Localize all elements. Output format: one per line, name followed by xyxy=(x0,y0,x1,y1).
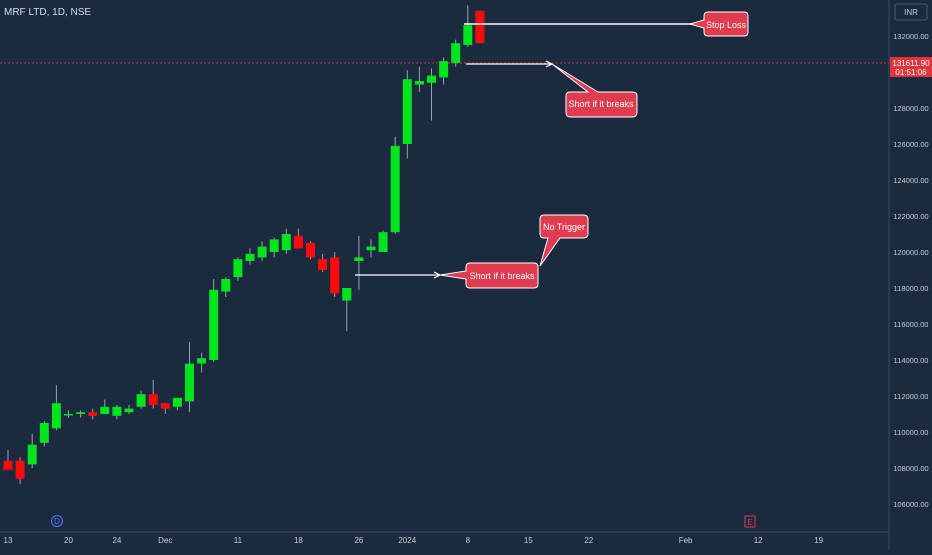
candle-body[interactable] xyxy=(439,61,449,78)
candle-body[interactable] xyxy=(160,403,170,409)
y-tick-label: 106000.00 xyxy=(893,500,928,509)
candle-body[interactable] xyxy=(148,394,158,405)
candle-body[interactable] xyxy=(112,406,122,416)
y-tick-label: 124000.00 xyxy=(893,176,928,185)
y-tick-label: 128000.00 xyxy=(893,104,928,113)
price-tag-countdown: 01:51:06 xyxy=(895,68,927,77)
candle-body[interactable] xyxy=(451,43,461,63)
x-tick-label: 13 xyxy=(4,536,13,545)
symbol-title: MRF LTD, 1D, NSE xyxy=(4,7,91,18)
callout-no-trigger[interactable]: No Trigger xyxy=(539,214,589,267)
candle-body[interactable] xyxy=(15,460,25,479)
candle-body[interactable] xyxy=(257,246,267,258)
candle-body[interactable] xyxy=(64,414,73,416)
candle-body[interactable] xyxy=(390,145,400,233)
candle-body[interactable] xyxy=(136,394,146,407)
candle-body[interactable] xyxy=(39,423,49,443)
candle-body[interactable] xyxy=(269,239,279,252)
x-tick-label: 2024 xyxy=(398,536,416,545)
y-tick-label: 122000.00 xyxy=(893,212,928,221)
candle-body[interactable] xyxy=(306,243,315,258)
candle-body[interactable] xyxy=(475,10,485,43)
currency-badge[interactable]: INR xyxy=(894,3,928,21)
candle-body[interactable] xyxy=(342,288,352,301)
candle-body[interactable] xyxy=(172,397,182,407)
y-tick-label: 110000.00 xyxy=(894,428,929,437)
x-tick-label: Feb xyxy=(679,536,693,545)
x-tick-label: 26 xyxy=(354,536,363,545)
candle-body[interactable] xyxy=(3,460,13,470)
candle-body[interactable] xyxy=(378,232,388,252)
y-tick-label: 112000.00 xyxy=(894,392,929,401)
candle-body[interactable] xyxy=(354,257,364,261)
callout-stop-loss-text: Stop Loss xyxy=(706,20,747,30)
candle-body[interactable] xyxy=(76,412,86,414)
candle-body[interactable] xyxy=(318,259,328,270)
price-tag: 131611.90 01:51:06 xyxy=(890,57,932,77)
y-tick-label: 120000.00 xyxy=(893,248,928,257)
callout-short-upper-text: Short if it breaks xyxy=(568,99,634,109)
callout-short-lower[interactable]: Short if it breaks xyxy=(439,262,539,289)
candle-body[interactable] xyxy=(402,79,412,144)
candle-body[interactable] xyxy=(463,25,473,45)
x-tick-label: 15 xyxy=(524,536,533,545)
x-tick-label: 18 xyxy=(294,536,303,545)
candle-body[interactable] xyxy=(100,406,110,414)
x-tick-label: 20 xyxy=(64,536,73,545)
currency-text: INR xyxy=(904,8,918,17)
candle-body[interactable] xyxy=(221,279,231,292)
candle-body[interactable] xyxy=(414,81,424,85)
callout-no-trigger-text: No Trigger xyxy=(543,222,585,232)
candle-body[interactable] xyxy=(233,259,243,278)
candle-body[interactable] xyxy=(197,358,207,364)
callout-short-upper[interactable]: Short if it breaks xyxy=(551,63,638,118)
candle-body[interactable] xyxy=(281,234,291,251)
candle-body[interactable] xyxy=(209,289,219,360)
x-tick-label: 22 xyxy=(584,536,593,545)
x-tick-label: Dec xyxy=(158,536,172,545)
time-axis[interactable]: 13 20 24 Dec 11 18 26 2024 8 15 22 Feb 12 19 xyxy=(4,536,824,545)
candle-body[interactable] xyxy=(27,444,37,465)
candle-body[interactable] xyxy=(293,235,303,249)
x-tick-label: 12 xyxy=(754,536,763,545)
callout-short-lower-text: Short if it breaks xyxy=(469,271,535,281)
callout-stop-loss[interactable]: Stop Loss xyxy=(688,11,749,37)
candle-body[interactable] xyxy=(427,75,436,83)
candles-layer xyxy=(3,5,485,485)
candle-body[interactable] xyxy=(51,403,61,429)
y-tick-label: 132000.00 xyxy=(893,32,928,41)
candle-body[interactable] xyxy=(185,363,194,402)
dividend-marker-label: D xyxy=(54,517,60,526)
earnings-marker-label: E xyxy=(747,518,752,527)
x-tick-label: 8 xyxy=(466,536,471,545)
candle-body[interactable] xyxy=(366,246,376,251)
x-tick-label: 11 xyxy=(234,536,243,545)
candle-body[interactable] xyxy=(330,257,340,294)
candle-body[interactable] xyxy=(245,253,255,261)
y-tick-label: 108000.00 xyxy=(893,464,928,473)
earnings-marker[interactable]: E xyxy=(744,515,756,528)
y-tick-label: 114000.00 xyxy=(894,356,929,365)
y-tick-label: 126000.00 xyxy=(893,140,928,149)
candle-body[interactable] xyxy=(124,408,134,413)
y-tick-label: 118000.00 xyxy=(894,284,929,293)
y-tick-label: 116000.00 xyxy=(894,320,929,329)
x-tick-label: 19 xyxy=(814,536,823,545)
dividend-marker[interactable]: D xyxy=(51,515,63,527)
price-tag-value: 131611.90 xyxy=(892,59,930,68)
x-tick-label: 24 xyxy=(112,536,121,545)
candle-body[interactable] xyxy=(88,412,98,416)
